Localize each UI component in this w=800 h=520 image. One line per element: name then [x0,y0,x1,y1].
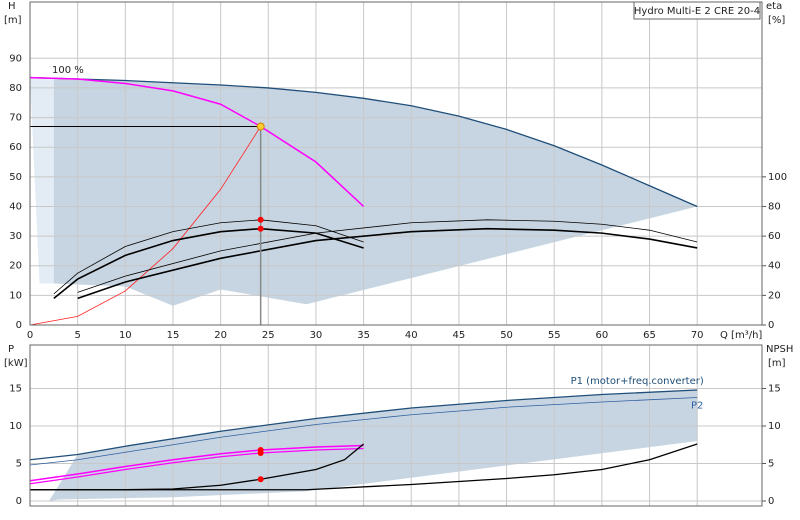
y2-tick-label: 100 [768,172,787,183]
curve [30,76,365,208]
plot [30,2,762,325]
y-unit: [m] [4,15,22,26]
y-tick-label: 5 [16,458,22,469]
x-tick-label: 45 [453,330,466,341]
x-tick-label: 40 [405,330,418,341]
x-tick-label: 25 [262,330,275,341]
frame [29,344,763,507]
x-tick-label: 50 [500,330,513,341]
x-tick-label: 15 [167,330,180,341]
y-tick-label: 40 [9,201,22,212]
duty-point [256,122,265,131]
x-tick-label: 20 [214,330,227,341]
y-unit: [kW] [4,358,28,369]
chart-title: Hydro Multi-E 2 CRE 20-4 [634,6,760,17]
y2-tick-label: 0 [768,320,774,331]
y2-tick-label: 80 [768,201,781,212]
x-label: Q [m³/h] [720,330,762,341]
curve [30,76,698,208]
y-tick-label: 80 [9,83,22,94]
x-tick-label: 0 [27,330,33,341]
x-tick-label: 65 [643,330,656,341]
y-tick-label: 10 [9,421,22,432]
y-tick-label: 70 [9,113,22,124]
x-tick-label: 70 [691,330,704,341]
curve [30,444,364,482]
y-tick-label: 20 [9,261,22,272]
envelope [53,79,698,306]
y-tick-label: 0 [16,320,22,331]
y2-tick-label: 15 [768,383,781,394]
y-tick-label: 0 [16,496,22,507]
annotation: 100 % [52,65,84,76]
y2-tick-label: 5 [768,458,774,469]
title-box [633,1,761,20]
curve [77,219,698,293]
curve [30,397,698,466]
marker [257,225,264,232]
marker [257,476,264,483]
curve [53,227,364,299]
y2-tick-label: 0 [768,496,774,507]
x-tick-label: 55 [548,330,561,341]
x-tick-label: 35 [357,330,370,341]
y-tick-label: 30 [9,231,22,242]
marker [257,216,264,223]
y-tick-label: 90 [9,53,22,64]
curve [53,219,364,295]
x-tick-label: 30 [310,330,323,341]
y2-label: eta [766,1,782,12]
y-tick-label: 60 [9,142,22,153]
curve [77,227,698,300]
y2-unit: [m] [768,358,786,369]
y-label: H [8,1,16,12]
y2-tick-label: 40 [768,261,781,272]
y-tick-label: 15 [9,383,22,394]
marker [257,449,264,456]
envelope [49,389,698,501]
y-tick-label: 10 [9,290,22,301]
series-label: P2 [691,400,703,411]
x-tick-label: 60 [596,330,609,341]
y2-tick-label: 10 [768,421,781,432]
series-label: P1 (motor+freq.converter) [571,376,704,387]
curve [30,389,698,461]
plot [30,345,762,506]
curve [30,443,698,491]
y2-tick-label: 20 [768,290,781,301]
y2-tick-label: 60 [768,231,781,242]
x-tick-label: 10 [119,330,132,341]
envelope [30,77,54,284]
y-tick-label: 50 [9,172,22,183]
y-label: P [8,344,14,355]
curve [30,447,364,485]
y2-unit: [%] [768,15,785,26]
x-tick-label: 5 [74,330,80,341]
y2-label: NPSH [766,344,793,355]
frame [29,1,763,326]
